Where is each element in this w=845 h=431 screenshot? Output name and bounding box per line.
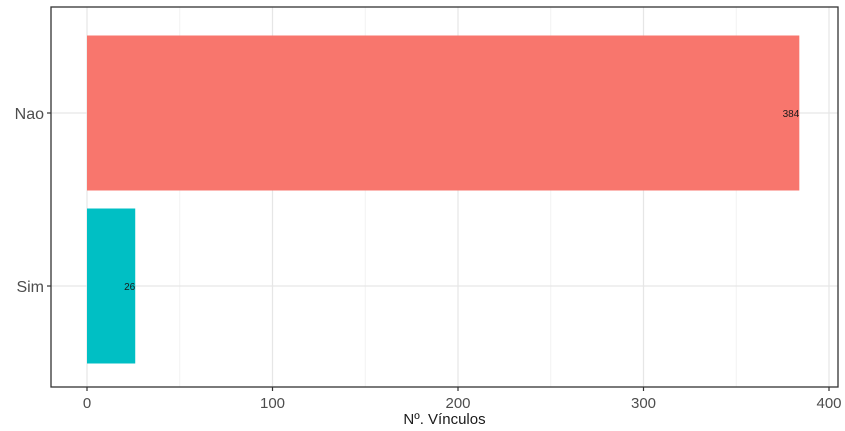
data-label-sim: 26 [124,282,136,293]
x-tick-label: 100 [260,395,285,412]
x-tick-label: 200 [445,395,470,412]
y-tick-label: Nao [15,106,44,123]
x-axis-title: Nº. Vínculos [403,411,485,428]
data-label-nao: 384 [783,109,800,120]
bars [87,35,800,364]
bar-nao [87,35,800,191]
x-axis: 0 100 200 300 400 [83,387,842,412]
x-tick-label: 400 [816,395,841,412]
bar-sim [87,208,136,364]
x-tick-label: 300 [631,395,656,412]
y-tick-label: Sim [16,279,44,296]
x-tick-label: 0 [83,395,91,412]
data-labels: 384 26 [124,109,800,293]
y-axis: Nao Sim [15,106,51,296]
panel-border [50,6,839,388]
